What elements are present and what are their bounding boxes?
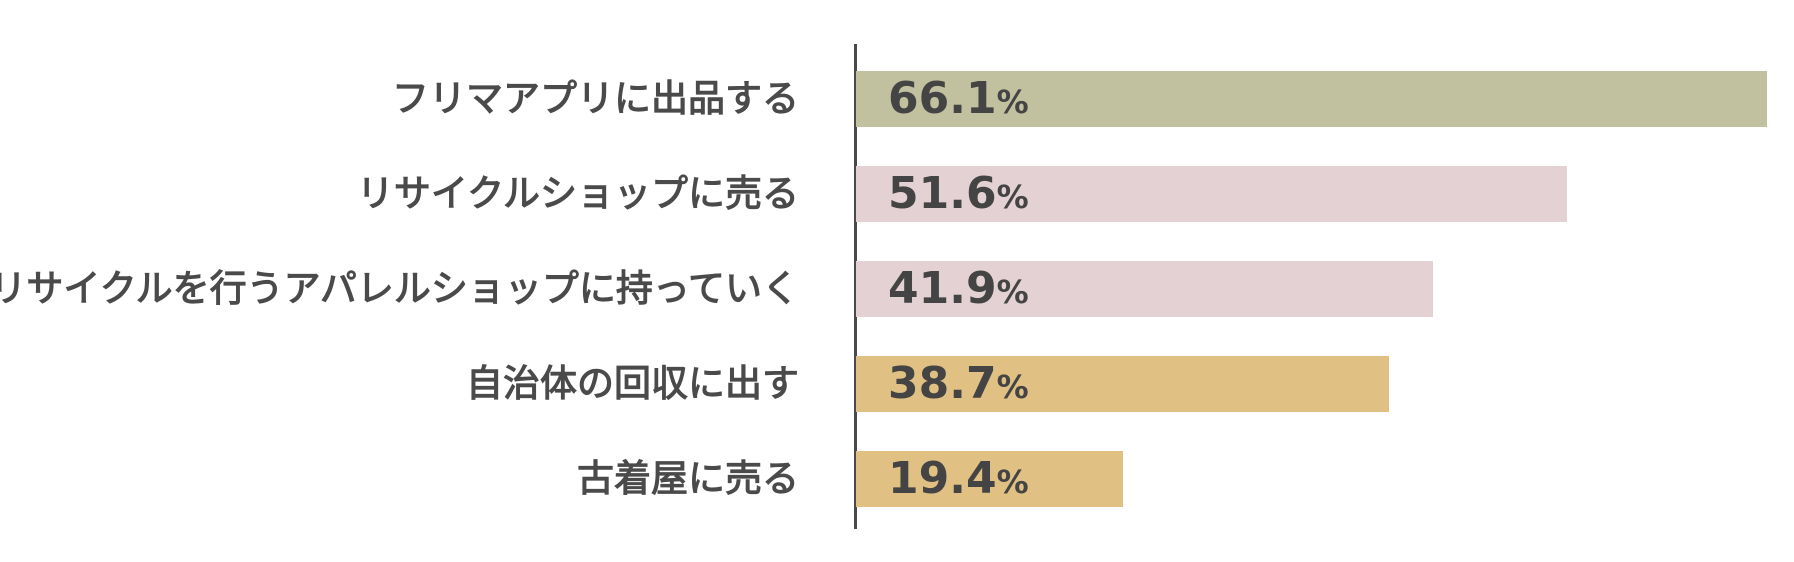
category-label: 古着屋に売る — [577, 457, 799, 500]
data-label: 51.6% — [888, 166, 1029, 222]
category-label: フリマアプリに出品する — [392, 77, 799, 120]
data-label-value: 38.7 — [888, 358, 997, 409]
category-label: 自治体の回収に出す — [466, 362, 799, 405]
bar — [856, 166, 1567, 222]
data-label-value: 41.9 — [888, 263, 997, 314]
data-label-unit: % — [996, 463, 1029, 501]
category-label: リサイクルショップに売る — [356, 172, 799, 215]
bar — [856, 451, 1123, 507]
data-label-unit: % — [996, 368, 1029, 406]
bar — [856, 261, 1433, 317]
data-label: 41.9% — [888, 261, 1029, 317]
data-label-unit: % — [996, 273, 1029, 311]
data-label: 19.4% — [888, 451, 1029, 507]
data-label: 66.1% — [888, 71, 1029, 127]
category-axis-line — [854, 44, 857, 529]
data-label-unit: % — [996, 83, 1029, 121]
data-label-value: 51.6 — [888, 168, 997, 219]
data-label: 38.7% — [888, 356, 1029, 412]
data-label-unit: % — [996, 178, 1029, 216]
bar — [856, 356, 1389, 412]
data-label-value: 66.1 — [888, 73, 997, 124]
data-label-value: 19.4 — [888, 453, 997, 504]
category-label: リサイクルを行うアパレルショップに持っていく — [0, 267, 799, 310]
bar — [856, 71, 1767, 127]
